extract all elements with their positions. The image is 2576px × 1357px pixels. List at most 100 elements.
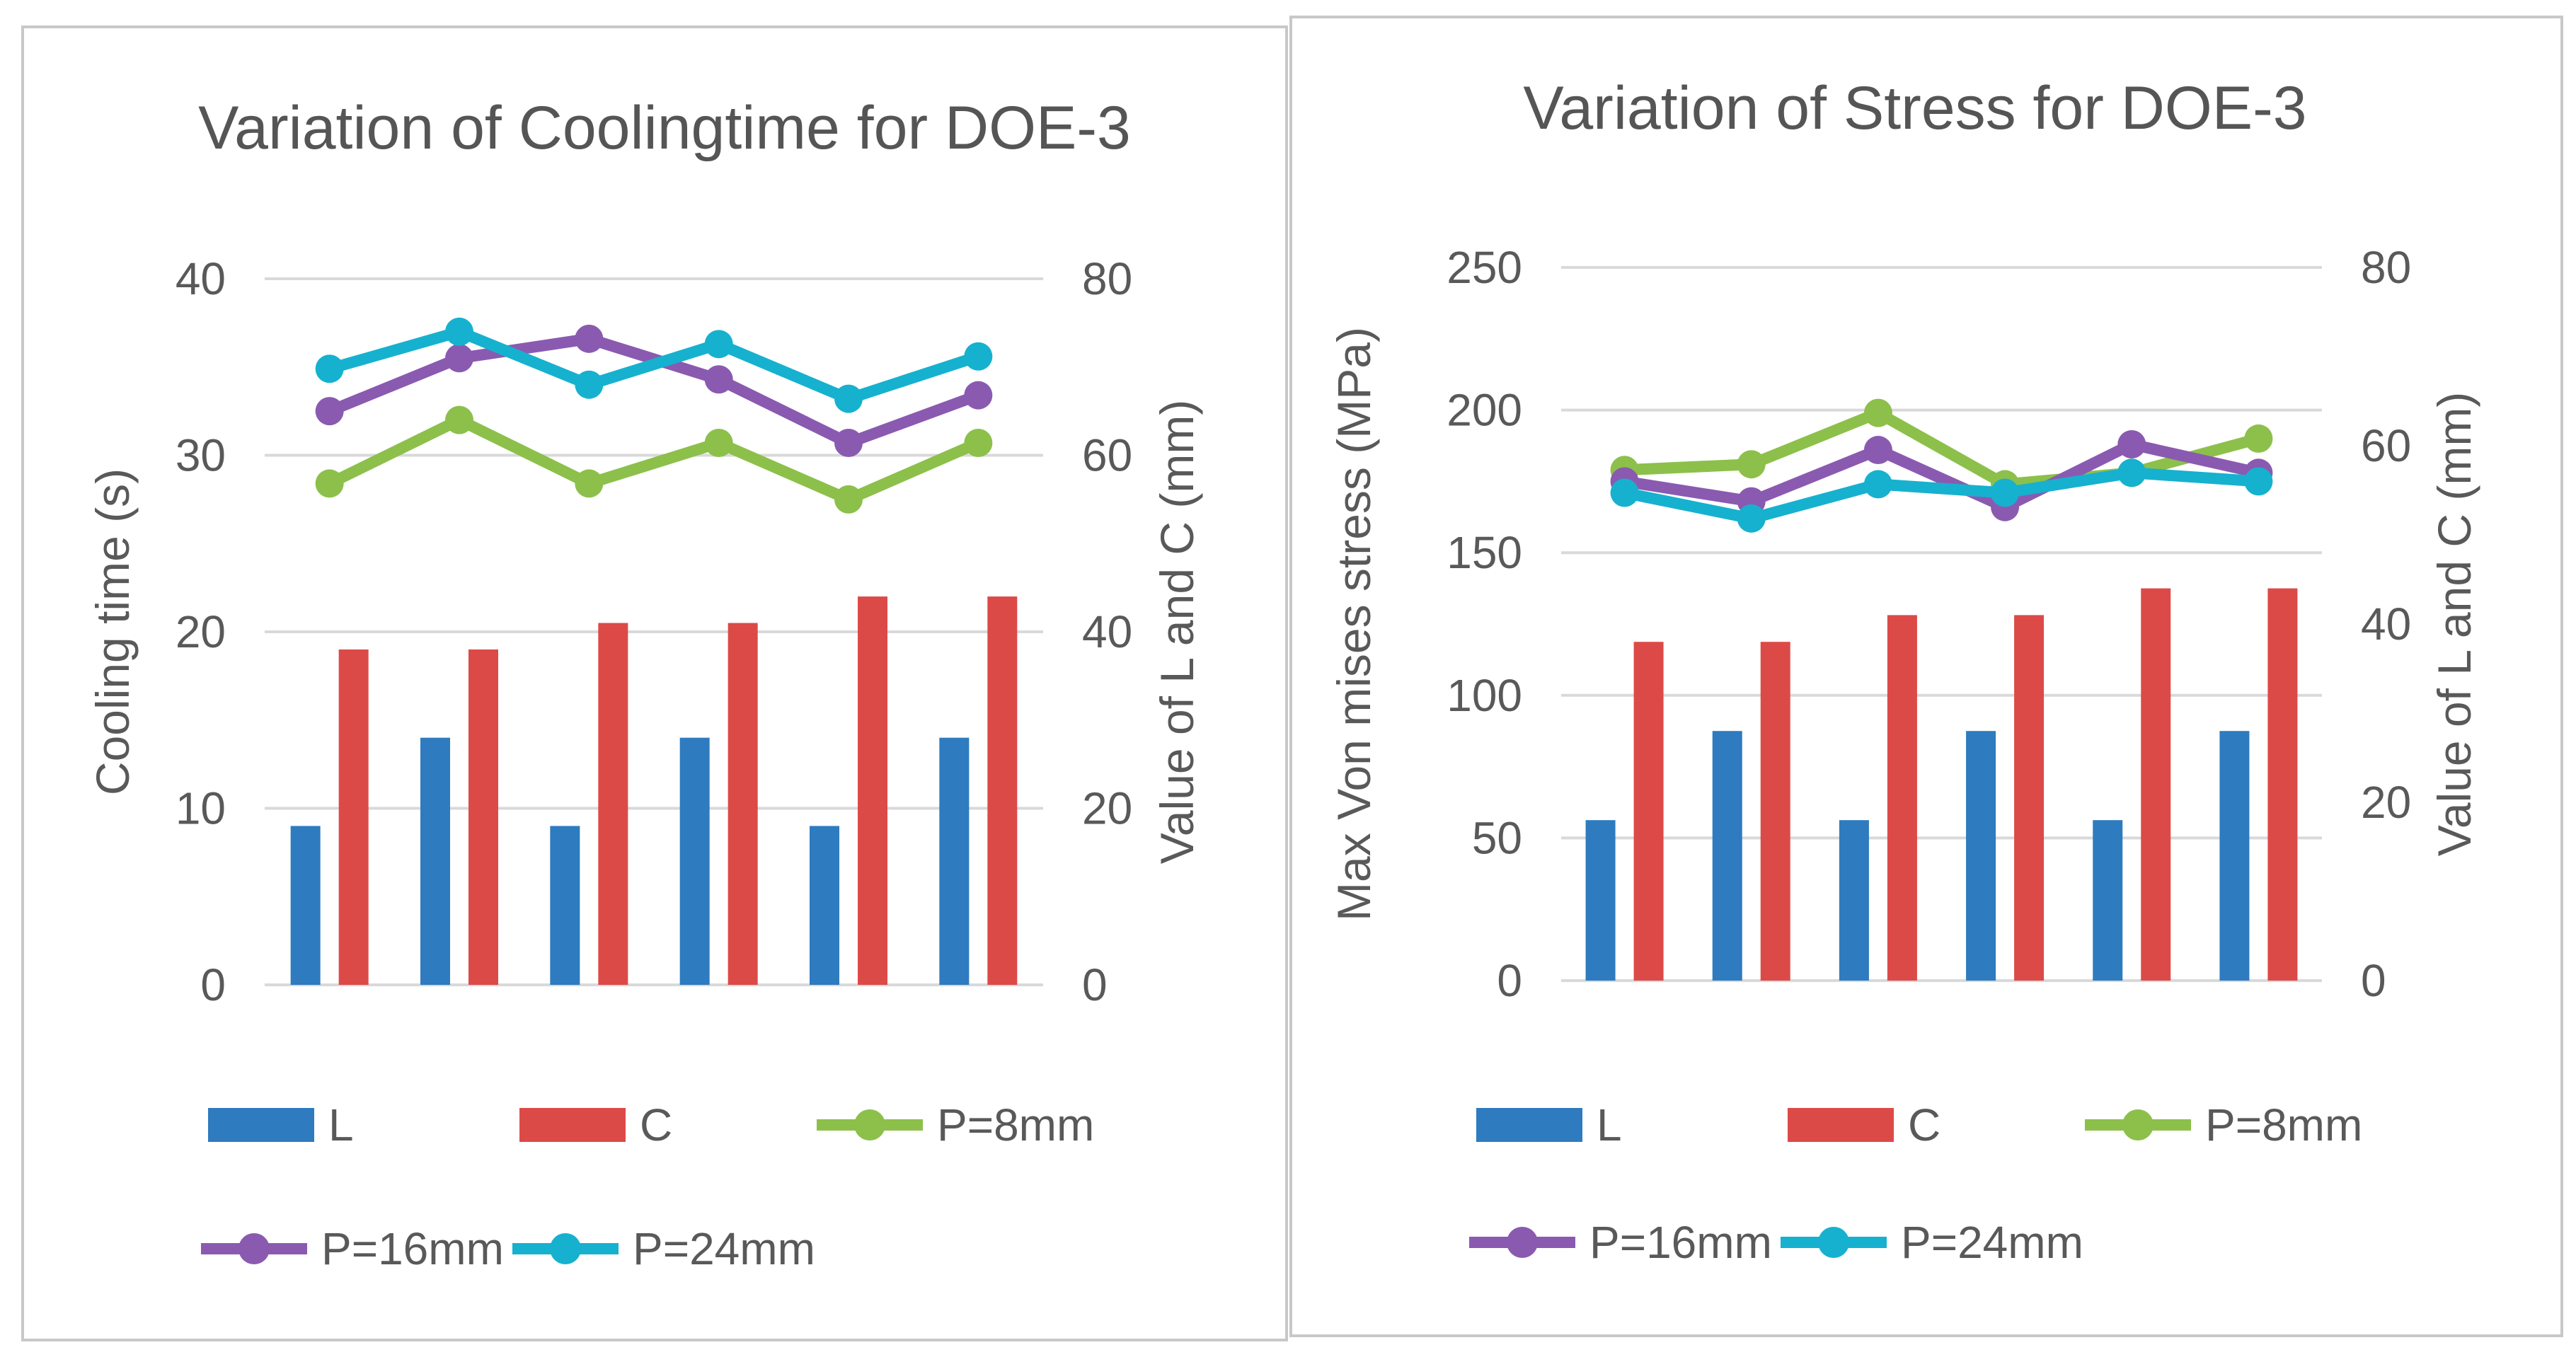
legend-item-l: L bbox=[1476, 1099, 1622, 1150]
line-p16mm bbox=[1623, 438, 2260, 513]
chart-panel-cooling-time: Variation of Coolingtime for DOE-3 0 10 20 3… bbox=[21, 25, 1288, 1341]
point-p24mm-1 bbox=[1610, 478, 1639, 507]
legend-item-p16mm: P=16mm bbox=[201, 1223, 504, 1274]
bar-l-2 bbox=[420, 737, 450, 985]
point-p24mm-3 bbox=[575, 370, 604, 399]
point-p24mm-4 bbox=[1991, 478, 2020, 507]
y-tick-label: 150 bbox=[1447, 527, 1522, 578]
chart-title: Variation of Stress for DOE-3 bbox=[1523, 74, 2306, 142]
point-p8mm-6 bbox=[964, 429, 993, 458]
bar-l-4 bbox=[679, 737, 710, 985]
bar-c-4 bbox=[2014, 615, 2045, 981]
point-p24mm-3 bbox=[1863, 470, 1892, 499]
legend-marker-p24mm bbox=[550, 1233, 581, 1264]
legend-item-p24mm: P=24mm bbox=[512, 1223, 815, 1274]
legend-label-p24mm: P=24mm bbox=[633, 1223, 815, 1274]
legend-label-p8mm: P=8mm bbox=[2205, 1099, 2362, 1150]
y-tick-label: 20 bbox=[176, 606, 226, 657]
bar-c-5 bbox=[858, 596, 887, 985]
legend-swatch-c bbox=[519, 1108, 626, 1142]
stress-chart: Variation of Stress for DOE-3 0 50 100 150 20… bbox=[1328, 74, 2480, 1268]
legend-swatch-c bbox=[1788, 1108, 1894, 1142]
bar-c-6 bbox=[987, 596, 1018, 985]
y-tick-label: 200 bbox=[1447, 385, 1522, 436]
legend-item-c: C bbox=[519, 1099, 672, 1150]
bar-c-3 bbox=[598, 623, 628, 985]
y2-tick-label: 80 bbox=[2361, 242, 2411, 293]
y2-tick-label: 0 bbox=[2361, 955, 2386, 1006]
bar-c-2 bbox=[1760, 642, 1790, 981]
legend-label-p8mm: P=8mm bbox=[937, 1099, 1094, 1150]
y-tick-label: 10 bbox=[176, 783, 226, 834]
legend-label-c: C bbox=[1908, 1099, 1940, 1150]
bar-l-6 bbox=[2219, 731, 2250, 981]
legend-item-l: L bbox=[208, 1099, 354, 1150]
legend-item-p24mm: P=24mm bbox=[1781, 1217, 2083, 1268]
line-p24mm bbox=[1623, 467, 2259, 524]
point-p16mm-5 bbox=[834, 429, 863, 458]
y-axis-title: Cooling time (s) bbox=[86, 468, 139, 795]
y-tick-label: 0 bbox=[200, 959, 226, 1010]
legend-item-c: C bbox=[1788, 1099, 1940, 1150]
bar-l-4 bbox=[1966, 731, 1996, 981]
y2-tick-label: 20 bbox=[1082, 783, 1132, 834]
line-p24mm bbox=[328, 325, 980, 405]
cooling-time-chart: Variation of Coolingtime for DOE-3 0 10 20 3… bbox=[86, 94, 1203, 1274]
point-p16mm-1 bbox=[315, 397, 344, 426]
y-tick-label: 50 bbox=[1472, 812, 1522, 863]
y2-tick-label: 40 bbox=[1082, 606, 1132, 657]
legend-label-p16mm: P=16mm bbox=[321, 1223, 504, 1274]
bar-l-6 bbox=[939, 737, 970, 985]
point-p24mm-5 bbox=[834, 384, 863, 413]
bar-l-1 bbox=[290, 826, 321, 985]
legend-label-l: L bbox=[328, 1099, 354, 1150]
point-p8mm-3 bbox=[1863, 398, 1892, 427]
legend-item-p16mm: P=16mm bbox=[1469, 1217, 1772, 1268]
y2-tick-label: 20 bbox=[2361, 777, 2411, 828]
y2-tick-label: 80 bbox=[1082, 253, 1132, 304]
legend-marker-p24mm bbox=[1818, 1227, 1849, 1258]
point-p24mm-5 bbox=[2117, 458, 2146, 487]
y2-axis-title: Value of L and C (mm) bbox=[1151, 400, 1203, 865]
y-tick-label: 30 bbox=[176, 430, 226, 481]
legend-label-p16mm: P=16mm bbox=[1589, 1217, 1772, 1268]
chart-title: Variation of Coolingtime for DOE-3 bbox=[198, 94, 1131, 162]
point-p16mm-3 bbox=[575, 324, 604, 353]
bar-l-5 bbox=[810, 826, 839, 985]
point-p16mm-6 bbox=[964, 381, 993, 410]
point-p24mm-2 bbox=[445, 317, 473, 346]
bar-l-3 bbox=[1839, 820, 1869, 981]
bar-l-1 bbox=[1585, 820, 1616, 981]
point-p24mm-6 bbox=[2244, 467, 2273, 496]
line-p8mm bbox=[1624, 407, 2260, 490]
bar-c-3 bbox=[1887, 615, 1917, 981]
legend-marker-p8mm bbox=[854, 1109, 885, 1141]
bar-c-6 bbox=[2267, 588, 2298, 981]
chart-panel-stress: Variation of Stress for DOE-3 0 50 100 150 20… bbox=[1289, 16, 2563, 1337]
bar-c-4 bbox=[728, 623, 758, 985]
point-p16mm-5 bbox=[2117, 429, 2146, 458]
point-p8mm-5 bbox=[834, 485, 863, 514]
point-p8mm-3 bbox=[575, 469, 604, 498]
bar-l-3 bbox=[550, 826, 580, 985]
legend-item-p8mm: P=8mm bbox=[817, 1099, 1094, 1150]
y2-tick-label: 60 bbox=[1082, 430, 1132, 481]
point-p8mm-6 bbox=[2244, 424, 2273, 453]
legend-item-p8mm: P=8mm bbox=[2085, 1099, 2362, 1150]
point-p8mm-2 bbox=[445, 405, 473, 434]
y-axis-title: Max Von mises stress (MPa) bbox=[1328, 327, 1380, 921]
point-p24mm-1 bbox=[315, 354, 344, 383]
point-p8mm-4 bbox=[704, 429, 733, 458]
y2-tick-label: 0 bbox=[1082, 959, 1108, 1010]
bar-c-5 bbox=[2141, 588, 2171, 981]
point-p24mm-4 bbox=[704, 330, 733, 359]
y2-tick-label: 40 bbox=[2361, 599, 2411, 649]
legend-label-l: L bbox=[1597, 1099, 1622, 1150]
y-tick-label: 100 bbox=[1447, 670, 1522, 721]
bar-l-5 bbox=[2093, 820, 2123, 981]
point-p8mm-1 bbox=[315, 469, 344, 498]
point-p24mm-2 bbox=[1737, 504, 1766, 533]
point-p16mm-4 bbox=[704, 365, 733, 394]
point-p16mm-2 bbox=[445, 344, 473, 373]
y2-axis-title: Value of L and C (mm) bbox=[2428, 392, 2480, 857]
